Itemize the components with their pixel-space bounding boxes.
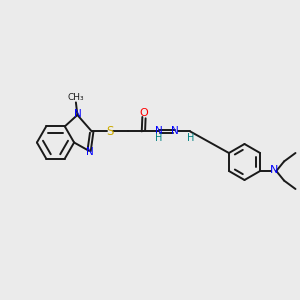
Text: H: H — [155, 133, 163, 143]
Text: H: H — [187, 133, 194, 143]
Text: O: O — [140, 107, 148, 118]
Text: CH₃: CH₃ — [68, 93, 84, 102]
Text: N: N — [171, 126, 179, 136]
Text: N: N — [270, 165, 278, 176]
Text: S: S — [106, 125, 113, 138]
Text: N: N — [74, 110, 81, 119]
Text: N: N — [155, 126, 163, 136]
Text: N: N — [86, 147, 94, 157]
